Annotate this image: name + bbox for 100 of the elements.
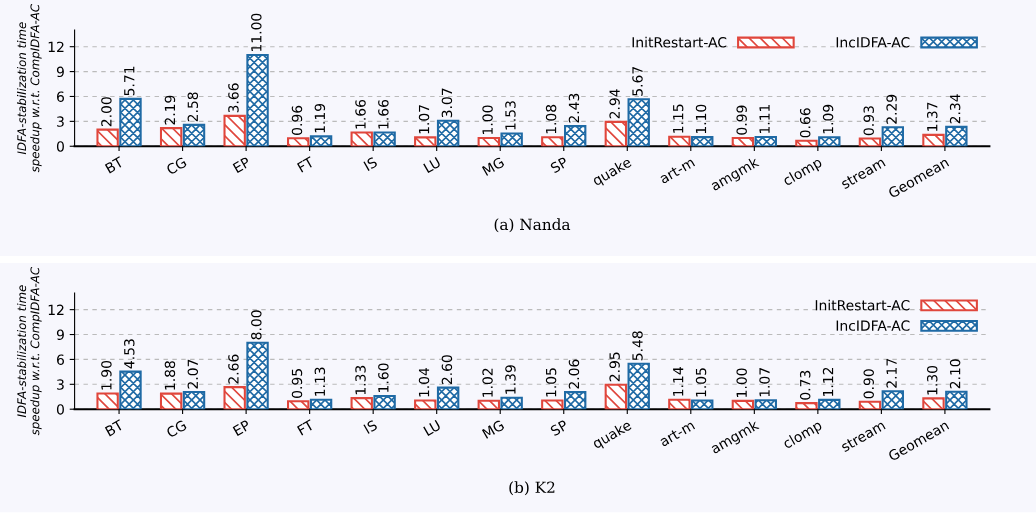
text: (b) K2 <box>509 481 555 496</box>
bar <box>414 136 437 147</box>
bar <box>945 390 968 410</box>
data-label: 0.93 <box>863 106 874 136</box>
data-label: 1.30 <box>927 365 938 395</box>
bar <box>182 390 206 410</box>
bar <box>541 399 564 410</box>
x-tick-label: SP <box>549 419 569 437</box>
data-label: 2.17 <box>886 358 897 388</box>
bar <box>668 135 691 147</box>
data-label: 0.99 <box>736 105 747 135</box>
bar <box>119 370 142 410</box>
data-label: 2.66 <box>228 354 239 384</box>
data-label: 2.34 <box>949 94 961 124</box>
data-label: 0.95 <box>291 369 303 398</box>
data-label: 2.29 <box>886 94 897 124</box>
data-label: 1.37 <box>927 102 938 131</box>
bar <box>309 398 333 410</box>
data-label: 2.58 <box>187 92 199 122</box>
bar <box>309 135 333 147</box>
data-label: 3.66 <box>228 83 239 113</box>
bar <box>818 398 841 410</box>
bar <box>500 396 523 410</box>
data-label: 1.88 <box>164 361 176 390</box>
legend-label: IncIDFA-AC <box>836 320 910 331</box>
data-label: 4.53 <box>124 339 135 369</box>
bar <box>754 136 777 147</box>
bar <box>604 383 628 410</box>
data-label: 1.05 <box>545 368 557 397</box>
data-label: 0.96 <box>291 105 303 135</box>
y-tick-label: 6 <box>57 354 64 365</box>
data-label: 1.14 <box>673 367 684 396</box>
bar <box>223 386 246 410</box>
data-label: 5.48 <box>632 331 643 361</box>
bar <box>795 139 818 147</box>
x-tick-label: BT <box>104 156 125 174</box>
y-axis-title: IDFA-stabilization time speedup w.r.t. CompIDFA-AC <box>17 266 42 436</box>
bar <box>668 398 691 410</box>
bar <box>436 119 460 147</box>
data-label: 1.00 <box>482 105 493 134</box>
bar <box>287 400 310 410</box>
bar <box>500 132 523 147</box>
y-tick-label: 12 <box>48 41 64 52</box>
data-label: 1.02 <box>482 368 493 397</box>
y-tick-label: 3 <box>57 116 64 127</box>
data-label: 5.67 <box>632 66 643 96</box>
data-label: 5.71 <box>124 66 135 96</box>
data-label: 1.66 <box>355 99 366 129</box>
bar <box>96 128 119 147</box>
bar <box>159 127 183 147</box>
bar <box>881 390 905 410</box>
bar <box>246 341 269 410</box>
legend-label: InitRestart-AC <box>632 36 727 48</box>
bar <box>627 362 650 410</box>
data-label: 3.07 <box>441 88 453 118</box>
bar <box>96 392 119 410</box>
bar <box>373 394 396 410</box>
x-tick-label: IS <box>363 419 378 435</box>
data-label: 1.00 <box>736 368 747 397</box>
bar <box>477 136 500 147</box>
bar <box>945 125 968 147</box>
bar <box>414 399 437 410</box>
x-tick-label: IS <box>363 156 378 172</box>
x-tick-label: SP <box>549 156 569 174</box>
data-label: 2.00 <box>101 97 112 127</box>
x-tick-label: LU <box>423 419 442 437</box>
bar <box>287 137 310 147</box>
bar <box>922 133 945 147</box>
x-tick-label: MG <box>481 419 505 439</box>
bar <box>795 402 818 410</box>
bar <box>858 137 882 147</box>
data-label: 11.00 <box>251 13 262 51</box>
data-label: 2.95 <box>609 352 620 382</box>
y-tick-label: 6 <box>57 91 64 102</box>
data-label: 2.94 <box>609 89 620 119</box>
data-label: 1.60 <box>378 363 389 392</box>
bar <box>754 399 777 410</box>
bar <box>541 136 564 147</box>
x-tick-label: MG <box>481 156 505 176</box>
bar <box>246 53 269 147</box>
legend-label: InitRestart-AC <box>815 299 910 311</box>
data-label: 1.66 <box>378 99 389 129</box>
data-label: 2.10 <box>949 359 961 389</box>
bar <box>477 399 500 410</box>
data-label: 1.07 <box>759 368 770 397</box>
data-label: 1.33 <box>355 365 366 395</box>
data-label: 1.05 <box>695 368 707 397</box>
bar <box>881 126 905 147</box>
bar <box>627 98 650 147</box>
bar <box>159 392 183 410</box>
data-label: 1.04 <box>418 367 430 397</box>
y-tick-label: 12 <box>48 304 64 315</box>
text: (a) Nanda <box>494 218 571 233</box>
y-axis-title: IDFA-stabilization time speedup w.r.t. CompIDFA-AC <box>17 3 42 173</box>
data-label: 0.66 <box>799 108 811 138</box>
data-label: 1.90 <box>101 360 112 390</box>
bar <box>604 120 628 147</box>
data-label: 1.39 <box>505 365 516 394</box>
data-label: 1.09 <box>822 104 834 134</box>
bar <box>373 131 396 147</box>
